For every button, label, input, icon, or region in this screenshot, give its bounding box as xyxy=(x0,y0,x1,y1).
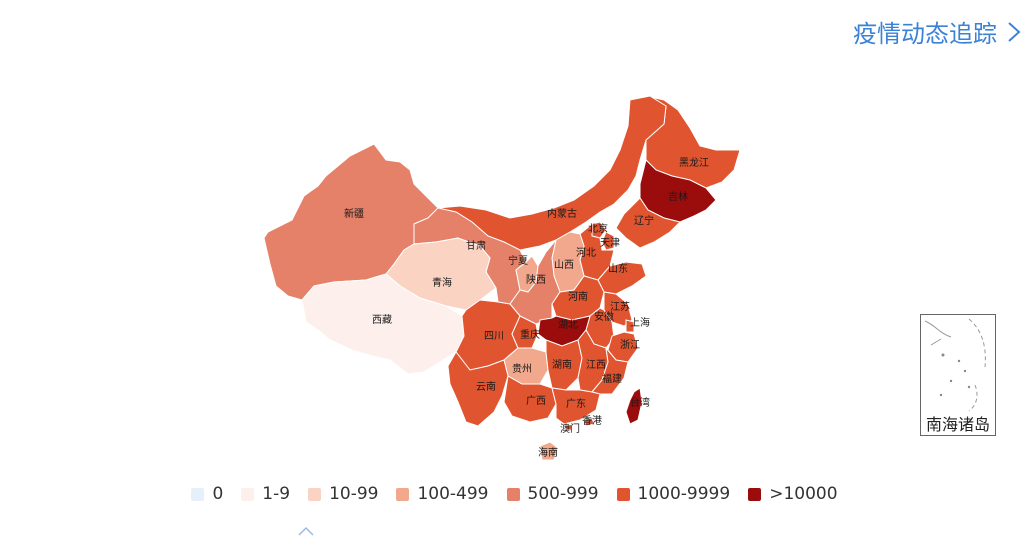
province-region[interactable] xyxy=(447,351,509,427)
legend-swatch xyxy=(241,487,255,501)
legend-item[interactable]: 1-9 xyxy=(241,484,290,504)
province-label: 湖南 xyxy=(552,358,572,371)
chevron-right-icon xyxy=(1008,21,1021,42)
caret-up-icon[interactable] xyxy=(298,526,314,536)
province-region[interactable] xyxy=(539,441,559,461)
legend-label: 1000-9999 xyxy=(637,484,731,504)
south-china-sea-inset: 南海诸岛 xyxy=(920,314,996,436)
legend-swatch xyxy=(506,487,520,501)
province-label: 台湾 xyxy=(630,396,650,409)
province-label: 山东 xyxy=(608,262,628,275)
legend-item[interactable]: 100-499 xyxy=(396,484,489,504)
legend-item[interactable]: 0 xyxy=(191,484,223,504)
legend: 0 1-9 10-99 100-499 500-999 1000-9999 >10000 xyxy=(0,484,1029,504)
province-label: 浙江 xyxy=(620,339,640,351)
province-region[interactable] xyxy=(565,423,573,431)
province-label: 河南 xyxy=(568,290,588,303)
province-label: 湖北 xyxy=(558,319,578,331)
legend-swatch xyxy=(308,487,322,501)
province-label: 新疆 xyxy=(344,207,364,220)
province-label: 香港 xyxy=(582,415,602,427)
legend-label: 0 xyxy=(212,484,224,504)
province-label: 重庆 xyxy=(520,328,540,341)
province-region[interactable] xyxy=(625,319,635,333)
province-label: 宁夏 xyxy=(508,254,528,267)
province-label: 山西 xyxy=(554,259,574,271)
province-label: 辽宁 xyxy=(634,214,654,227)
province-label: 云南 xyxy=(476,380,496,393)
legend-item[interactable]: 1000-9999 xyxy=(616,484,731,504)
province-region[interactable] xyxy=(601,231,615,251)
province-region[interactable] xyxy=(615,197,681,249)
province-label: 江苏 xyxy=(610,300,630,313)
province-region[interactable] xyxy=(551,387,601,425)
province-label: 贵州 xyxy=(512,362,532,375)
province-label: 青海 xyxy=(432,276,452,289)
legend-label: 500-999 xyxy=(527,484,599,504)
province-label: 天津 xyxy=(600,237,620,249)
legend-label: 100-499 xyxy=(417,484,489,504)
legend-swatch xyxy=(616,487,630,501)
islands-sketch-icon xyxy=(924,318,986,412)
legend-item[interactable]: >10000 xyxy=(748,484,838,504)
province-label: 黑龙江 xyxy=(679,156,709,169)
province-label: 四川 xyxy=(484,331,504,342)
epidemic-tracking-link[interactable]: 疫情动态追踪 xyxy=(853,14,1021,49)
province-label: 安徽 xyxy=(594,310,614,323)
province-label: 内蒙古 xyxy=(547,207,577,220)
province-region[interactable] xyxy=(583,417,595,427)
epidemic-tracking-label: 疫情动态追踪 xyxy=(853,20,997,48)
province-label: 广东 xyxy=(566,397,586,410)
province-region[interactable] xyxy=(545,339,583,391)
province-region[interactable] xyxy=(591,346,629,395)
legend-label: 1-9 xyxy=(262,484,291,504)
province-label: 北京 xyxy=(588,222,608,235)
legend-item[interactable]: 10-99 xyxy=(308,484,378,504)
province-label: 上海 xyxy=(630,316,650,329)
province-label: 海南 xyxy=(538,446,558,459)
province-label: 西藏 xyxy=(372,314,392,326)
province-label: 福建 xyxy=(602,372,622,385)
legend-swatch xyxy=(748,487,762,501)
china-map: 黑龙江吉林辽宁 内蒙古 北京天津 河北 山西 山东 新疆甘肃宁夏青海 陕西河南江苏 安徽 上海 西藏… xyxy=(263,95,741,461)
legend-swatch xyxy=(191,487,205,501)
legend-item[interactable]: 500-999 xyxy=(506,484,599,504)
province-region[interactable] xyxy=(503,375,557,423)
province-label: 甘肃 xyxy=(466,239,486,252)
province-label: 广西 xyxy=(526,395,546,407)
province-label: 江西 xyxy=(586,359,606,371)
province-label: 吉林 xyxy=(668,190,688,203)
province-label: 澳门 xyxy=(560,422,580,435)
legend-label: >10000 xyxy=(769,484,838,504)
province-region[interactable] xyxy=(625,387,643,425)
province-label: 河北 xyxy=(576,247,596,259)
legend-label: 10-99 xyxy=(329,484,379,504)
legend-swatch xyxy=(396,487,410,501)
province-label: 陕西 xyxy=(526,273,546,286)
inset-label: 南海诸岛 xyxy=(921,415,995,435)
